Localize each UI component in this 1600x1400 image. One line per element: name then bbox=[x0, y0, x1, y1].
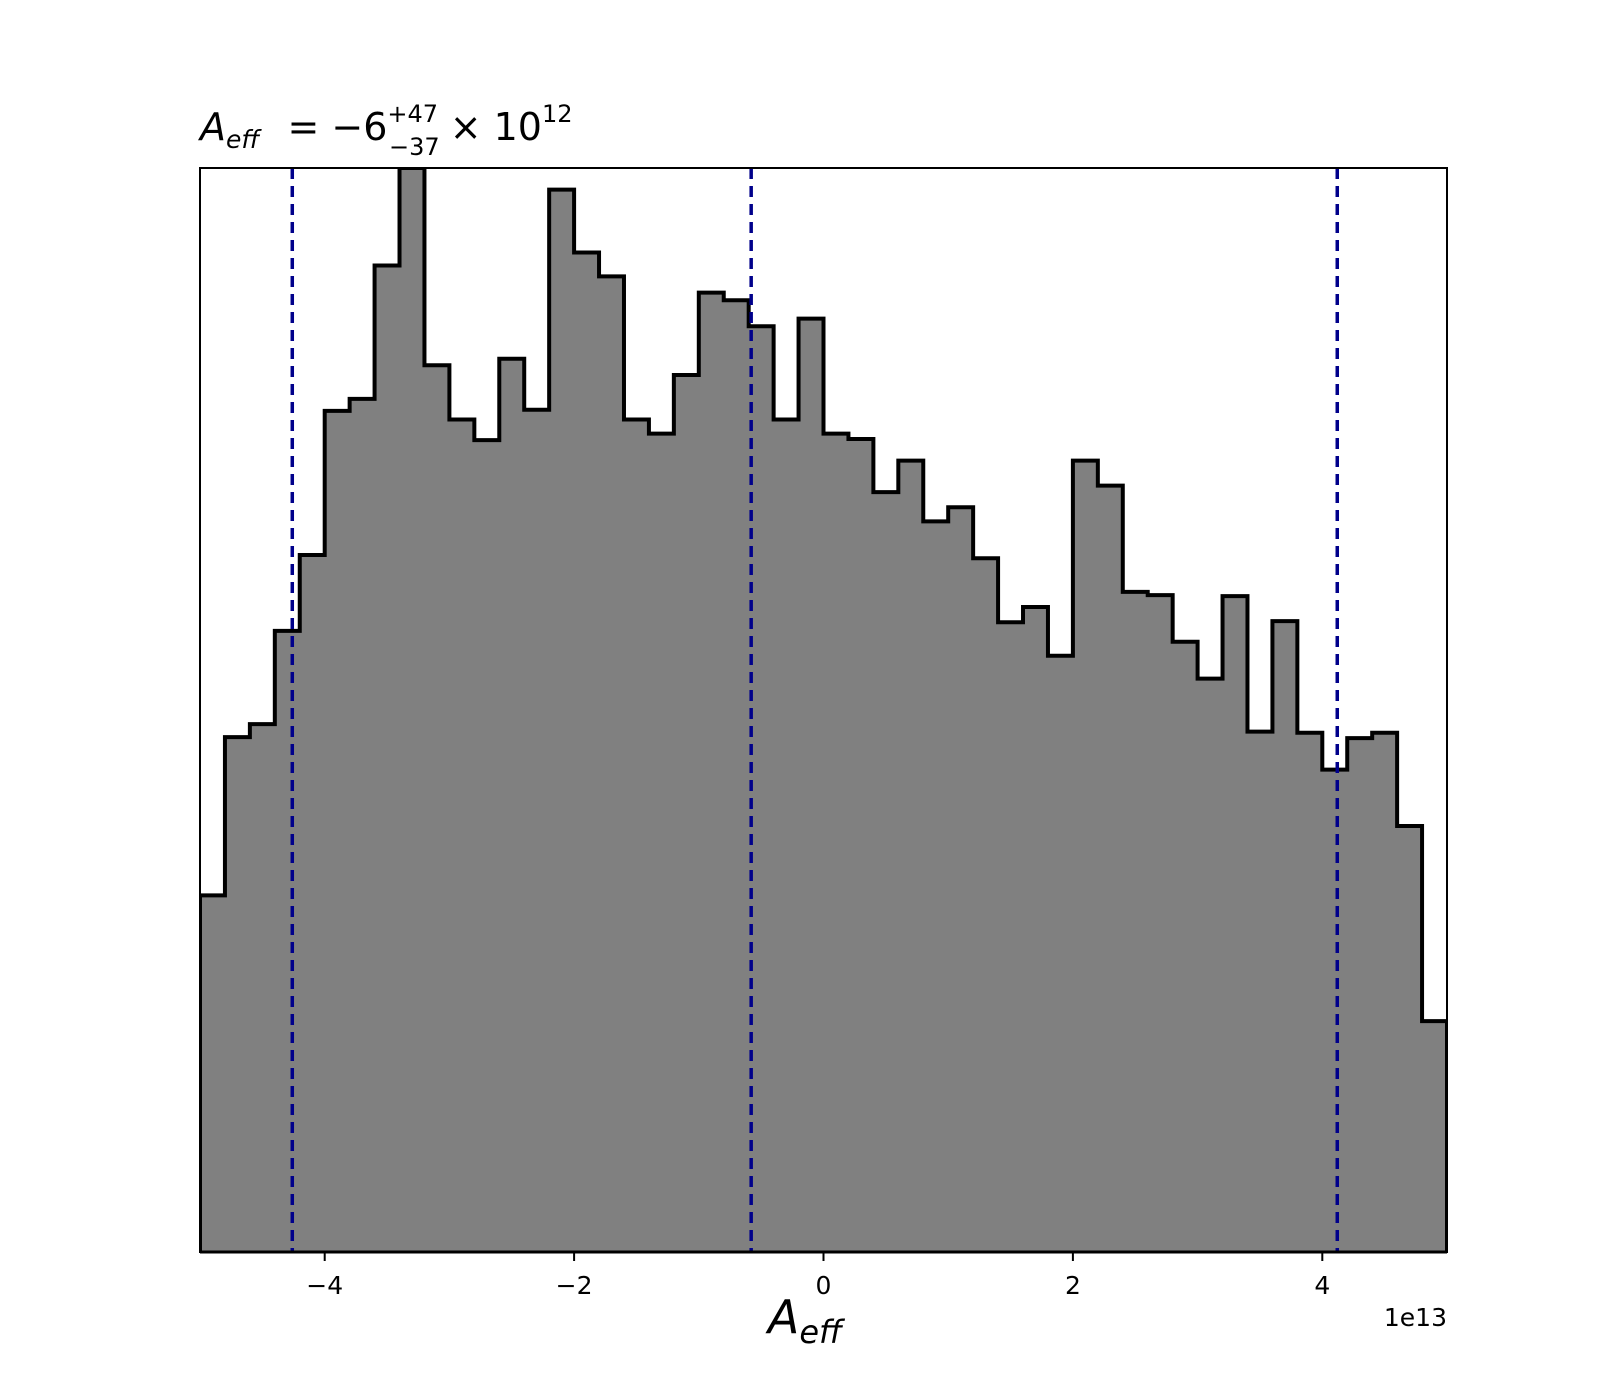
x-axis-offset-label: 1e13 bbox=[1384, 1303, 1447, 1332]
plot-area: −4 −2 0 2 4 bbox=[199, 167, 1448, 1300]
histogram-bar bbox=[1422, 1021, 1447, 1252]
x-tick-label: 4 bbox=[1314, 1271, 1330, 1300]
histogram-bar bbox=[873, 492, 899, 1252]
histogram-bars bbox=[200, 168, 1447, 1252]
histogram-bar bbox=[549, 189, 575, 1252]
histogram-bar bbox=[723, 300, 750, 1252]
title-equals-value: = −6 bbox=[287, 105, 387, 149]
histogram-bar bbox=[1147, 595, 1174, 1252]
histogram-bar bbox=[973, 558, 999, 1252]
x-axis-label: Aeff bbox=[765, 1290, 846, 1351]
histogram-bar bbox=[798, 318, 825, 1252]
histogram-bar bbox=[1197, 678, 1224, 1252]
histogram-bar bbox=[673, 375, 700, 1252]
histogram-bar bbox=[324, 410, 351, 1252]
histogram-bar bbox=[1023, 607, 1049, 1252]
histogram-bar bbox=[349, 398, 376, 1252]
title-lower-error: −37 bbox=[389, 133, 440, 161]
histogram-bar bbox=[1297, 732, 1323, 1252]
histogram-bar bbox=[274, 630, 301, 1252]
histogram-bar bbox=[698, 292, 725, 1252]
histogram-bar bbox=[823, 433, 850, 1252]
histogram-bar bbox=[449, 419, 475, 1252]
histogram-outline bbox=[200, 168, 1447, 1252]
title-exponent: 12 bbox=[542, 100, 573, 128]
x-tick-label: −4 bbox=[306, 1271, 343, 1300]
histogram-bar bbox=[299, 554, 326, 1252]
title-symbol-subscript: eff bbox=[226, 125, 262, 154]
histogram-bar bbox=[998, 622, 1024, 1252]
histogram-bar bbox=[1347, 738, 1373, 1252]
histogram-bar bbox=[923, 521, 949, 1252]
histogram-bar bbox=[1247, 731, 1274, 1252]
x-tick-label: −2 bbox=[556, 1271, 593, 1300]
histogram-bar bbox=[524, 409, 550, 1252]
histogram-bar bbox=[1072, 460, 1099, 1252]
histogram-bar bbox=[374, 265, 401, 1252]
histogram-bar bbox=[1122, 591, 1149, 1252]
histogram-bar bbox=[499, 358, 525, 1252]
x-axis-label-symbol: A bbox=[765, 1290, 799, 1344]
histogram-bar bbox=[574, 252, 600, 1252]
title-upper-error: +47 bbox=[387, 100, 438, 128]
histogram-bar bbox=[748, 326, 775, 1252]
histogram-bar bbox=[898, 460, 924, 1252]
histogram-bar bbox=[648, 433, 675, 1252]
histogram-bar bbox=[474, 440, 500, 1252]
histogram-bar bbox=[1272, 621, 1298, 1252]
histogram-bar bbox=[224, 737, 251, 1252]
histogram-bar bbox=[1372, 732, 1398, 1252]
histogram-bar bbox=[1047, 655, 1074, 1252]
histogram-bar bbox=[599, 276, 625, 1252]
histogram-bar bbox=[399, 168, 426, 1252]
x-tick-label: 0 bbox=[816, 1271, 832, 1300]
x-axis-label-subscript: eff bbox=[799, 1313, 846, 1351]
histogram-bar bbox=[1097, 485, 1124, 1252]
histogram-bar bbox=[1322, 769, 1348, 1252]
histogram-bar bbox=[773, 419, 800, 1252]
histogram-bar bbox=[1397, 825, 1423, 1252]
histogram-bar bbox=[1222, 596, 1249, 1252]
histogram-bar bbox=[1172, 641, 1199, 1252]
histogram-bar bbox=[948, 507, 974, 1252]
histogram-bar bbox=[623, 419, 650, 1252]
x-tick-label: 2 bbox=[1065, 1271, 1081, 1300]
title-times-ten: × 10 bbox=[450, 105, 542, 149]
histogram-bar bbox=[249, 724, 276, 1252]
title-symbol: A bbox=[197, 105, 226, 149]
histogram-bar bbox=[424, 365, 450, 1252]
histogram-bar bbox=[848, 439, 874, 1252]
chart-title: Aeff = −6+47 −37 × 1012 bbox=[197, 100, 573, 161]
histogram-bar bbox=[200, 895, 226, 1252]
